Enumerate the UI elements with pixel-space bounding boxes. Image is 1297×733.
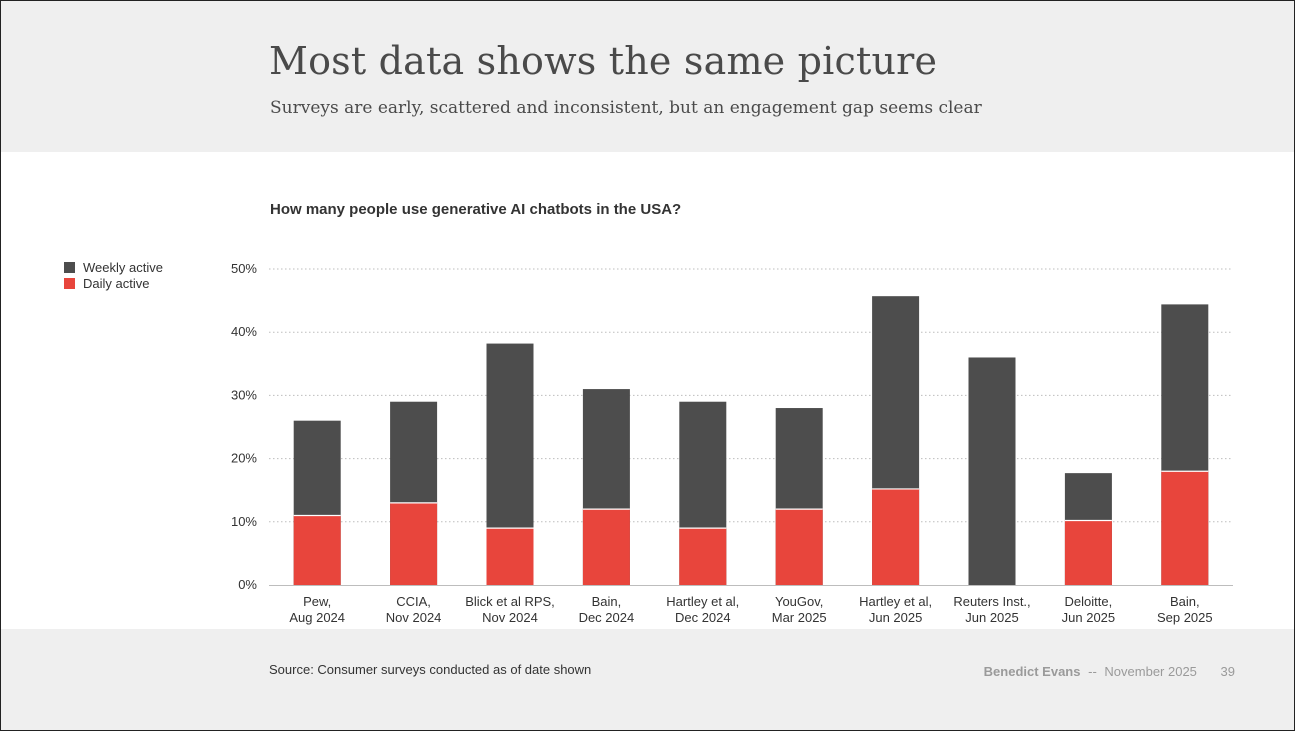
x-tick-label-line: Bain, [1170,594,1200,609]
y-tick-label: 30% [231,387,257,402]
x-tick-label-line: Blick et al RPS, [465,594,555,609]
x-tick-label-line: Deloitte, [1065,594,1113,609]
x-tick-label-line: Jun 2025 [965,610,1019,625]
x-tick-label: CCIA, Nov 2024 [386,594,442,625]
bar-daily [775,509,823,585]
legend-label-weekly: Weekly active [83,259,163,275]
x-tick-label-line: Pew, [303,594,331,609]
x-tick-label-line: Jun 2025 [869,610,923,625]
x-tick-label-line: Sep 2025 [1157,610,1213,625]
x-tick-label: Deloitte, Jun 2025 [1062,594,1116,625]
x-tick-label: YouGov, Mar 2025 [772,594,827,625]
legend-item-daily: Daily active [64,275,163,291]
bar-daily [293,515,341,585]
page-number: 39 [1220,664,1235,679]
page-subtitle: Surveys are early, scattered and inconsi… [270,98,982,118]
x-tick-label-line: Nov 2024 [482,610,538,625]
x-tick-label-line: Dec 2024 [579,610,635,625]
y-tick-label: 10% [231,514,257,529]
y-tick-label: 50% [231,261,257,276]
header: Most data shows the same picture Surveys… [1,1,1294,152]
credit: Benedict Evans -- November 2025 39 [984,664,1235,679]
bar-daily [582,509,630,585]
x-tick-label-line: Hartley et al, [666,594,739,609]
source-note: Source: Consumer surveys conducted as of… [269,662,592,677]
x-tick-label: Pew, Aug 2024 [289,594,345,625]
x-tick-label-line: Aug 2024 [289,610,345,625]
x-tick-label-line: YouGov, [775,594,823,609]
y-tick-label: 20% [231,451,257,466]
x-tick-label-line: Nov 2024 [386,610,442,625]
x-tick-label-line: Hartley et al, [859,594,932,609]
bar-daily [872,488,920,585]
x-tick-label: Bain, Sep 2025 [1157,594,1213,625]
separator: -- [1088,664,1097,679]
bar-daily [1064,520,1112,585]
x-tick-label-line: Bain, [592,594,622,609]
x-tick-label: Bain, Dec 2024 [579,594,635,625]
chart-title: How many people use generative AI chatbo… [270,201,682,218]
legend-item-weekly: Weekly active [64,259,163,275]
x-tick-label-line: Reuters Inst., [953,594,1030,609]
legend: Weekly active Daily active [64,259,163,291]
x-tick-label: Hartley et al, Dec 2024 [666,594,739,625]
bar-daily [390,502,438,585]
x-tick-label: Reuters Inst., Jun 2025 [953,594,1030,625]
legend-swatch-daily [64,277,75,289]
footer: Source: Consumer surveys conducted as of… [1,629,1294,730]
y-tick-label: 40% [231,324,257,339]
author-name: Benedict Evans [983,664,1081,679]
x-tick-label: Hartley et al, Jun 2025 [859,594,932,625]
bar-weekly [968,357,1016,585]
x-tick-label-line: Jun 2025 [1062,610,1116,625]
x-tick-label-line: Mar 2025 [772,610,827,625]
bar-daily [486,528,534,585]
legend-swatch-weekly [64,261,75,273]
legend-label-daily: Daily active [83,275,150,291]
y-tick-label: 0% [238,577,257,592]
x-tick-label: Blick et al RPS, Nov 2024 [465,594,555,625]
page-title: Most data shows the same picture [269,39,938,83]
bar-daily [1161,471,1209,585]
bar-daily [679,528,727,585]
date-label: November 2025 [1104,664,1197,679]
x-tick-label-line: Dec 2024 [675,610,731,625]
x-tick-label-line: CCIA, [396,594,431,609]
